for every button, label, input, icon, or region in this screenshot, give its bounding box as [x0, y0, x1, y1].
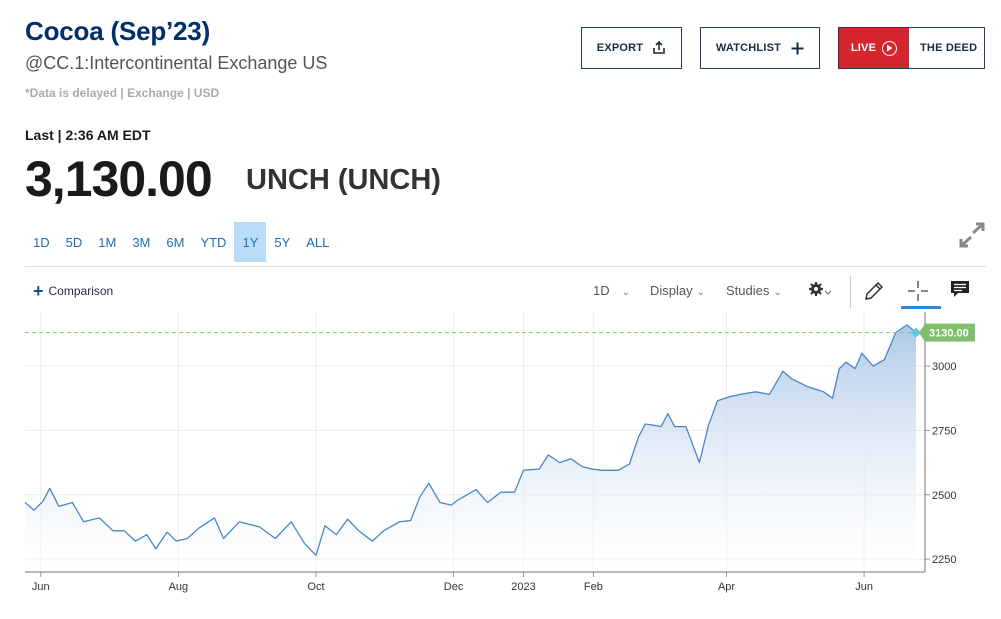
range-selector: 1D 5D 1M 3M 6M YTD 1Y 5Y ALL [25, 222, 337, 262]
chevron-down-icon: ⌄ [621, 287, 631, 298]
deed-label: THE DEED [920, 42, 978, 54]
page-title: Cocoa (Sep’23) [25, 16, 211, 46]
live-badge: LIVE [839, 28, 909, 68]
last-updated: Last | 2:36 AM EDT [25, 127, 151, 143]
toolbar-separator [850, 276, 851, 308]
export-button[interactable]: EXPORT [581, 27, 682, 69]
last-price: 3,130.00 [25, 151, 213, 207]
range-3m[interactable]: 3M [132, 234, 151, 250]
range-1m[interactable]: 1M [98, 234, 117, 250]
x-tick-label: Aug [169, 581, 189, 593]
price-area-fill [25, 324, 916, 572]
x-tick-label: 2023 [511, 581, 535, 593]
chevron-down-icon: ⌄ [696, 287, 706, 298]
comment-icon[interactable] [950, 280, 976, 304]
last-price-badge-label: 3130.00 [929, 328, 969, 340]
watchlist-label: WATCHLIST [715, 42, 782, 54]
range-1y[interactable]: 1Y [234, 222, 267, 262]
section-divider [25, 266, 986, 267]
exchange-subtitle: @CC.1:Intercontinental Exchange US [25, 53, 328, 73]
last-price-badge [919, 323, 975, 342]
comparison-button[interactable]: + Comparison [33, 281, 114, 301]
y-tick-label: 2500 [932, 490, 956, 502]
x-tick-label: Apr [718, 581, 735, 593]
range-all[interactable]: ALL [306, 234, 330, 250]
studies-label: Studies [726, 283, 770, 298]
x-tick-label: Jun [855, 581, 873, 593]
display-label: Display [650, 283, 693, 298]
crosshair-icon[interactable] [907, 280, 933, 304]
range-ytd[interactable]: YTD [200, 234, 227, 250]
share-upload-icon [652, 41, 666, 55]
plus-icon [791, 42, 804, 55]
live-label: LIVE [850, 42, 877, 54]
comparison-label: Comparison [48, 284, 114, 298]
data-delay-note: *Data is delayed | Exchange | USD [25, 86, 220, 100]
range-6m[interactable]: 6M [166, 234, 185, 250]
expand-arrows-icon[interactable] [958, 222, 986, 248]
y-tick-label: 2750 [932, 425, 956, 437]
watchlist-button[interactable]: WATCHLIST [700, 27, 820, 69]
plus-icon: + [33, 281, 44, 301]
range-5y[interactable]: 5Y [274, 234, 291, 250]
last-price-marker [910, 327, 921, 338]
studies-dropdown[interactable]: Studies ⌄ [726, 283, 782, 298]
x-tick-label: Oct [307, 581, 324, 593]
x-tick-label: Jun [32, 581, 50, 593]
pencil-icon[interactable] [863, 280, 889, 304]
live-deed-button[interactable]: LIVE THE DEED [838, 27, 985, 69]
export-label: EXPORT [596, 42, 644, 54]
interval-label: 1D [593, 283, 610, 298]
x-tick-label: Feb [584, 581, 603, 593]
range-1d[interactable]: 1D [33, 234, 50, 250]
price-change: UNCH (UNCH) [246, 164, 441, 196]
chevron-down-icon: ⌄ [773, 287, 782, 298]
gear-icon[interactable] [807, 280, 833, 304]
price-line [24, 324, 917, 556]
y-tick-label: 3000 [932, 361, 956, 373]
x-tick-label: Dec [444, 581, 464, 593]
active-tool-indicator [901, 306, 941, 309]
interval-dropdown[interactable]: 1D ⌄ [593, 283, 630, 298]
play-circle-icon [882, 40, 898, 56]
range-5d[interactable]: 5D [65, 234, 83, 250]
y-tick-label: 2250 [932, 554, 956, 566]
display-dropdown[interactable]: Display ⌄ [650, 283, 705, 298]
chart-axes: 3000 2750 2500 2250 Jun Aug Oct Dec 2023 Feb Apr Ju… [25, 312, 956, 593]
chart-toolbar: + Comparison 1D ⌄ Display ⌄ Studies ⌄ [25, 276, 986, 310]
price-chart[interactable]: 3000 2750 2500 2250 Jun Aug Oct Dec 2023 Feb Apr Ju… [0, 310, 1001, 619]
